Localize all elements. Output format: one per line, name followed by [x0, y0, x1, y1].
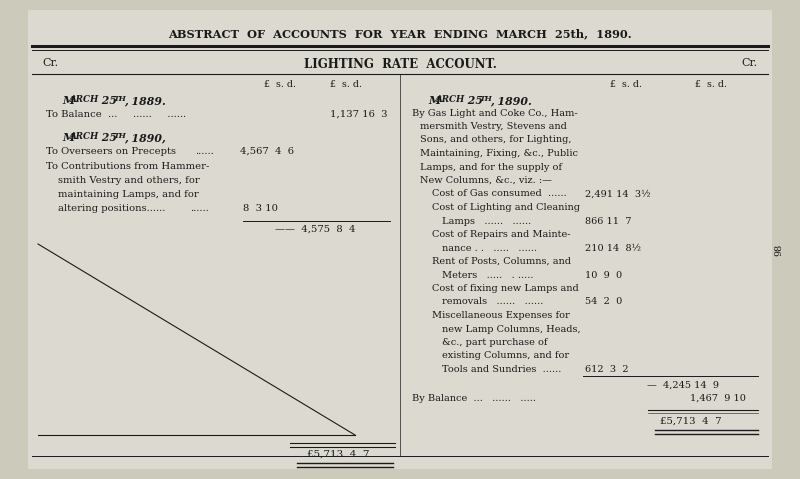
Text: ABSTRACT  OF  ACCOUNTS  FOR  YEAR  ENDING  MARCH  25th,  1890.: ABSTRACT OF ACCOUNTS FOR YEAR ENDING MAR… — [168, 28, 632, 39]
Text: M: M — [428, 95, 440, 106]
Text: New Columns, &c., viz. :—: New Columns, &c., viz. :— — [420, 176, 552, 185]
Text: By Balance  ...   ......   .....: By Balance ... ...... ..... — [412, 394, 536, 403]
Text: M: M — [62, 95, 74, 106]
Text: removals   ......   ......: removals ...... ...... — [442, 297, 543, 307]
Text: Cost of Repairs and Mainte-: Cost of Repairs and Mainte- — [432, 230, 570, 239]
Text: Sons, and others, for Lighting,: Sons, and others, for Lighting, — [420, 136, 571, 145]
Text: Cr.: Cr. — [42, 58, 58, 68]
Text: Maintaining, Fixing, &c., Public: Maintaining, Fixing, &c., Public — [420, 149, 578, 158]
Text: 612  3  2: 612 3 2 — [585, 365, 629, 374]
Text: 25: 25 — [98, 95, 117, 106]
Text: 4,567  4  6: 4,567 4 6 — [240, 147, 294, 156]
Text: Cr.: Cr. — [741, 58, 757, 68]
Text: new Lamp Columns, Heads,: new Lamp Columns, Heads, — [442, 324, 581, 333]
Text: £  s. d.: £ s. d. — [264, 80, 296, 89]
Text: 8  3 10: 8 3 10 — [243, 204, 278, 213]
Text: Lamps   ......   ......: Lamps ...... ...... — [442, 217, 531, 226]
Text: LIGHTING  RATE  ACCOUNT.: LIGHTING RATE ACCOUNT. — [303, 58, 497, 71]
Text: 25: 25 — [464, 95, 483, 106]
Text: , 1890,: , 1890, — [124, 132, 166, 143]
Text: By Gas Light and Coke Co., Ham-: By Gas Light and Coke Co., Ham- — [412, 109, 578, 117]
Text: TH: TH — [114, 132, 127, 140]
Text: 54  2  0: 54 2 0 — [585, 297, 622, 307]
Text: £  s. d.: £ s. d. — [330, 80, 362, 89]
Text: maintaining Lamps, and for: maintaining Lamps, and for — [58, 190, 198, 199]
Text: To Contributions from Hammer-: To Contributions from Hammer- — [46, 162, 210, 171]
Text: To Balance  ...     ......     ......: To Balance ... ...... ...... — [46, 110, 186, 119]
Text: £5,713  4  7: £5,713 4 7 — [660, 417, 722, 425]
Text: 210 14  8½: 210 14 8½ — [585, 243, 641, 252]
Text: £  s. d.: £ s. d. — [610, 80, 642, 89]
Text: &c., part purchase of: &c., part purchase of — [442, 338, 547, 347]
Text: —  4,245 14  9: — 4,245 14 9 — [647, 380, 719, 389]
Text: Cost of Lighting and Cleaning: Cost of Lighting and Cleaning — [432, 203, 580, 212]
Text: ARCH: ARCH — [436, 95, 466, 104]
Text: Lamps, and for the supply of: Lamps, and for the supply of — [420, 162, 562, 171]
Text: £  s. d.: £ s. d. — [695, 80, 727, 89]
Text: , 1890.: , 1890. — [490, 95, 532, 106]
Text: nance . .   .....   ......: nance . . ..... ...... — [442, 243, 537, 252]
Text: 98: 98 — [774, 244, 783, 256]
Text: TH: TH — [114, 95, 127, 103]
Text: M: M — [62, 132, 74, 143]
Text: ......: ...... — [195, 147, 214, 156]
Text: 25: 25 — [98, 132, 117, 143]
Text: Tools and Sundries  ......: Tools and Sundries ...... — [442, 365, 562, 374]
Text: Cost of Gas consumed  ......: Cost of Gas consumed ...... — [432, 190, 566, 198]
Text: 10  9  0: 10 9 0 — [585, 271, 622, 280]
Text: TH: TH — [480, 95, 493, 103]
Text: ——  4,575  8  4: —— 4,575 8 4 — [275, 225, 355, 234]
Text: To Overseers on Precepts: To Overseers on Precepts — [46, 147, 176, 156]
Text: £5,713  4  7: £5,713 4 7 — [307, 450, 370, 459]
Text: 866 11  7: 866 11 7 — [585, 217, 631, 226]
Text: ARCH: ARCH — [70, 95, 99, 104]
Text: smith Vestry and others, for: smith Vestry and others, for — [58, 176, 200, 185]
Text: 1,137 16  3: 1,137 16 3 — [330, 110, 388, 119]
Text: 2,491 14  3½: 2,491 14 3½ — [585, 190, 650, 198]
Text: mersmith Vestry, Stevens and: mersmith Vestry, Stevens and — [420, 122, 567, 131]
Text: altering positions......: altering positions...... — [58, 204, 166, 213]
Text: Meters   .....   . .....: Meters ..... . ..... — [442, 271, 534, 280]
Text: ......: ...... — [190, 204, 209, 213]
Text: ARCH: ARCH — [70, 132, 99, 141]
Text: Cost of fixing new Lamps and: Cost of fixing new Lamps and — [432, 284, 578, 293]
Text: existing Columns, and for: existing Columns, and for — [442, 352, 569, 361]
Text: Rent of Posts, Columns, and: Rent of Posts, Columns, and — [432, 257, 571, 266]
Text: 1,467  9 10: 1,467 9 10 — [690, 394, 746, 403]
Text: , 1889.: , 1889. — [124, 95, 166, 106]
Text: Miscellaneous Expenses for: Miscellaneous Expenses for — [432, 311, 570, 320]
